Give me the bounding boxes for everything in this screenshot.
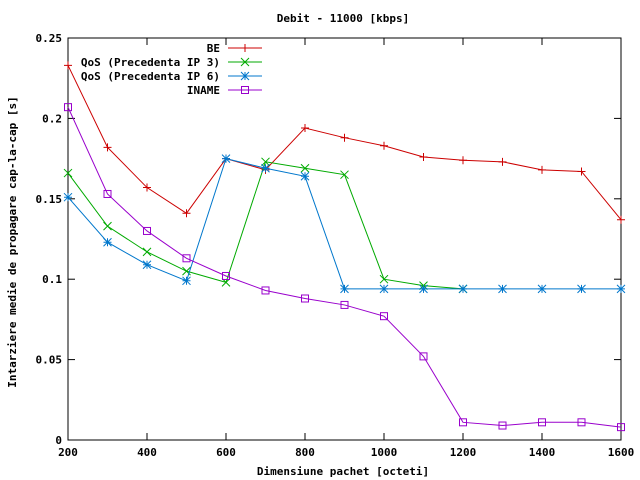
legend-marker	[241, 86, 249, 94]
legend-label: QoS (Precedenta IP 3)	[81, 56, 220, 69]
series-2-point	[379, 274, 389, 284]
series-4-point	[459, 418, 467, 427]
series-2-point	[261, 157, 270, 167]
series-2-point	[63, 168, 73, 178]
series-4-point	[340, 300, 349, 309]
series-4-point	[222, 271, 230, 280]
series-2-point	[142, 247, 152, 257]
series-1-point	[459, 156, 467, 165]
x-tick-label: 600	[216, 446, 236, 459]
series-1-point	[340, 133, 349, 142]
series-line-3	[67, 158, 621, 290]
series-3-point	[221, 154, 231, 163]
series-4-point	[419, 352, 428, 361]
x-tick-label: 400	[137, 446, 157, 459]
series-2-point	[340, 170, 349, 180]
series-1-point	[64, 61, 72, 70]
y-tick-label: 0.1	[42, 273, 62, 286]
x-tick-label: 1200	[450, 446, 477, 459]
x-tick-label: 200	[58, 446, 78, 459]
y-tick-label: 0.05	[36, 354, 63, 367]
series-1-point	[538, 165, 546, 174]
x-tick-label: 1000	[371, 446, 398, 459]
series-1-point	[143, 183, 151, 192]
y-tick-label: 0.2	[42, 112, 62, 125]
y-tick-label: 0.25	[36, 32, 63, 45]
series-4-point	[103, 189, 112, 198]
series-4-point	[577, 418, 586, 427]
series-4-point	[380, 312, 388, 321]
series-3-point	[63, 192, 73, 202]
series-3-point	[379, 284, 389, 294]
series-4-point	[617, 423, 625, 432]
series-1-point	[103, 143, 112, 152]
series-1-point	[617, 215, 625, 224]
series-line-1	[67, 65, 622, 221]
series-4-point	[64, 103, 72, 112]
x-tick-label: 1600	[608, 446, 635, 459]
series-3-point	[103, 237, 112, 247]
series-3-point	[340, 284, 349, 294]
series-3-point	[261, 163, 270, 173]
series-1-point	[419, 152, 428, 161]
x-axis-label: Dimensiune pachet [octeti]	[257, 465, 429, 478]
series-3-point	[419, 284, 428, 294]
plot-frame	[67, 37, 622, 441]
y-tick-label: 0	[55, 434, 62, 447]
series-3-point	[537, 284, 547, 294]
chart-title: Debit - 11000 [kbps]	[277, 12, 409, 25]
series-line-4	[67, 106, 622, 428]
series-4-point	[301, 294, 309, 303]
series-line-2	[67, 161, 464, 290]
series-3-point	[498, 284, 507, 294]
series-1-point	[182, 209, 191, 218]
series-3-point	[458, 284, 468, 294]
series-3-point	[300, 171, 310, 181]
legend-marker	[240, 71, 250, 81]
series-4-point	[182, 254, 191, 263]
x-tick-label: 800	[295, 446, 315, 459]
y-tick-label: 0.15	[36, 193, 63, 206]
series-4-point	[143, 226, 151, 235]
x-tick-label: 1400	[529, 446, 556, 459]
series-2-point	[103, 221, 112, 231]
series-3-point	[182, 276, 191, 286]
legend-label: BE	[207, 42, 220, 55]
series-4-point	[498, 421, 507, 430]
series-4-point	[261, 286, 270, 295]
series-1-point	[380, 141, 388, 150]
legend-label: QoS (Precedenta IP 6)	[81, 70, 220, 83]
series-3-point	[142, 260, 152, 270]
plot-area: 200 400 600 800 1000 1200 1400 1600 0 0.05 0.1 0.15…	[36, 32, 635, 459]
series-1-point	[498, 157, 507, 166]
series-3-point	[577, 284, 586, 294]
series-4-point	[538, 418, 546, 427]
series-1-point	[577, 167, 586, 176]
legend-marker	[240, 57, 250, 67]
legend-marker	[241, 44, 249, 52]
series-3-point	[616, 284, 626, 294]
y-axis-label: Intarziere medie de propagare cap-la-cap…	[6, 96, 19, 387]
legend-label: INAME	[187, 84, 220, 97]
series-1-point	[301, 124, 309, 133]
series-2-point	[300, 163, 310, 173]
